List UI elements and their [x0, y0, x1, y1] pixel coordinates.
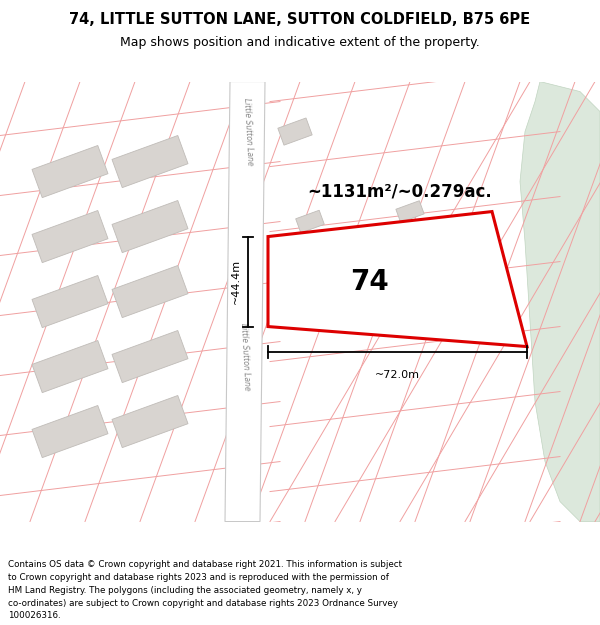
Text: ~44.4m: ~44.4m: [231, 259, 241, 304]
Polygon shape: [112, 396, 188, 448]
Polygon shape: [268, 211, 527, 346]
Polygon shape: [32, 276, 108, 328]
Polygon shape: [32, 211, 108, 262]
Text: to Crown copyright and database rights 2023 and is reproduced with the permissio: to Crown copyright and database rights 2…: [8, 573, 389, 582]
Text: ~72.0m: ~72.0m: [375, 369, 420, 379]
Polygon shape: [296, 210, 325, 233]
Polygon shape: [112, 201, 188, 252]
Text: 74, LITTLE SUTTON LANE, SUTTON COLDFIELD, B75 6PE: 74, LITTLE SUTTON LANE, SUTTON COLDFIELD…: [70, 12, 530, 28]
Polygon shape: [112, 136, 188, 188]
Text: ~1131m²/~0.279ac.: ~1131m²/~0.279ac.: [308, 182, 493, 201]
Polygon shape: [32, 406, 108, 458]
Text: 74: 74: [350, 268, 389, 296]
Text: HM Land Registry. The polygons (including the associated geometry, namely x, y: HM Land Registry. The polygons (includin…: [8, 586, 362, 595]
Text: Map shows position and indicative extent of the property.: Map shows position and indicative extent…: [120, 36, 480, 49]
Text: 100026316.: 100026316.: [8, 611, 61, 621]
Polygon shape: [112, 266, 188, 318]
Polygon shape: [225, 81, 265, 521]
Polygon shape: [32, 146, 108, 198]
Text: Little Sutton Lane: Little Sutton Lane: [239, 322, 251, 391]
Polygon shape: [520, 81, 600, 521]
Text: co-ordinates) are subject to Crown copyright and database rights 2023 Ordnance S: co-ordinates) are subject to Crown copyr…: [8, 599, 398, 608]
Text: Little Sutton Lane: Little Sutton Lane: [242, 98, 254, 166]
Polygon shape: [112, 331, 188, 382]
Polygon shape: [396, 201, 424, 222]
Polygon shape: [278, 118, 312, 145]
Text: Contains OS data © Crown copyright and database right 2021. This information is : Contains OS data © Crown copyright and d…: [8, 560, 402, 569]
Polygon shape: [32, 341, 108, 392]
